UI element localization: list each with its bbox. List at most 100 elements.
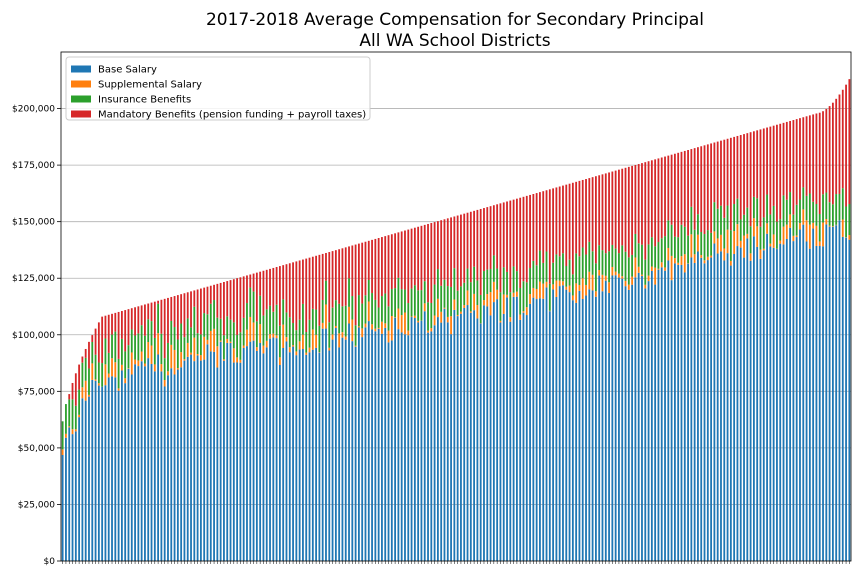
bar-segment (127, 345, 130, 369)
bar-segment (259, 295, 262, 325)
bar-segment (667, 260, 670, 561)
bar-segment (68, 427, 71, 561)
bar-segment (575, 181, 578, 254)
y-tick-label: $175,000 (12, 161, 55, 171)
bar-segment (170, 296, 173, 321)
bar-segment (344, 339, 347, 561)
bar-segment (815, 245, 818, 561)
bar-segment (209, 285, 212, 304)
bar-segment (173, 374, 176, 561)
bar-segment (604, 173, 607, 254)
bar-segment (456, 314, 459, 317)
bar-segment (344, 305, 347, 337)
bar-segment (203, 313, 206, 337)
bar-segment (298, 260, 301, 320)
bar-segment (147, 358, 150, 561)
bar-segment (117, 358, 120, 389)
bar-segment (693, 254, 696, 263)
bar-segment (664, 270, 666, 561)
bar-segment (759, 129, 762, 227)
bar-segment (91, 341, 94, 364)
bar-segment (239, 362, 242, 561)
bar-segment (114, 331, 117, 363)
bar-segment (78, 414, 81, 418)
bar-segment (443, 219, 446, 280)
bar-segment (565, 286, 568, 290)
bar-segment (476, 305, 479, 319)
bar-segment (825, 224, 828, 561)
bar-segment (697, 234, 699, 252)
bar-segment (417, 290, 420, 321)
bar-segment (548, 283, 551, 311)
bar-segment (463, 213, 466, 283)
bar-segment (361, 242, 364, 304)
bar-segment (729, 260, 732, 266)
bar-segment (568, 292, 571, 561)
bar-segment (124, 351, 127, 379)
bar-segment (413, 227, 416, 286)
bar-segment (815, 204, 818, 226)
bar-segment (578, 180, 581, 257)
bar-segment (417, 322, 420, 561)
bar-segment (700, 255, 703, 258)
bar-segment (644, 284, 647, 289)
bar-segment (91, 379, 94, 561)
bar-segment (562, 285, 564, 561)
bar-segment (404, 289, 406, 313)
bar-segment (542, 262, 545, 284)
bar-segment (845, 84, 847, 207)
bar-segment (430, 302, 433, 329)
legend-swatch (71, 95, 91, 103)
bar-segment (193, 306, 196, 338)
bar-segment (325, 252, 327, 281)
bar-segment (539, 281, 541, 299)
bar-segment (585, 179, 587, 255)
bar-segment (673, 258, 676, 264)
bar-segment (394, 317, 397, 561)
legend-label: Insurance Benefits (98, 95, 191, 106)
bar-segment (782, 226, 785, 245)
bar-segment (331, 339, 334, 561)
bar-segment (805, 241, 808, 561)
bar-segment (167, 375, 169, 561)
bar-segment (232, 279, 235, 323)
bar-segment (160, 333, 163, 365)
bar-segment (687, 235, 689, 264)
bar-segment (532, 297, 535, 561)
bar-segment (585, 295, 587, 561)
bar-segment (394, 233, 397, 289)
bar-segment (315, 347, 318, 561)
bar-segment (321, 322, 324, 329)
bar-segment (815, 113, 818, 205)
bar-segment (608, 172, 610, 252)
bar-segment (591, 177, 594, 252)
bar-segment (239, 332, 242, 360)
bar-segment (496, 289, 499, 300)
bar-segment (818, 241, 821, 246)
bar-segment (772, 247, 775, 562)
bar-segment (190, 352, 192, 355)
bar-segment (223, 360, 225, 561)
bar-segment (706, 260, 709, 561)
bar-segment (762, 217, 765, 249)
bar-segment (423, 224, 426, 282)
bar-segment (420, 290, 423, 321)
bar-segment (275, 267, 278, 305)
bar-segment (578, 284, 581, 291)
bar-segment (246, 275, 248, 304)
bar-segment (683, 254, 686, 273)
bar-segment (486, 306, 489, 561)
bar-segment (387, 330, 390, 343)
bar-segment (282, 348, 285, 561)
bar-segment (469, 312, 472, 561)
bar-segment (641, 275, 643, 561)
bar-segment (78, 364, 81, 390)
bar-segment (134, 364, 136, 561)
bar-segment (542, 283, 545, 299)
bar-segment (176, 368, 179, 370)
bar-segment (525, 307, 528, 316)
bar-segment (545, 287, 548, 561)
bar-segment (91, 335, 94, 342)
bar-segment (812, 114, 815, 202)
bar-segment (285, 312, 288, 338)
